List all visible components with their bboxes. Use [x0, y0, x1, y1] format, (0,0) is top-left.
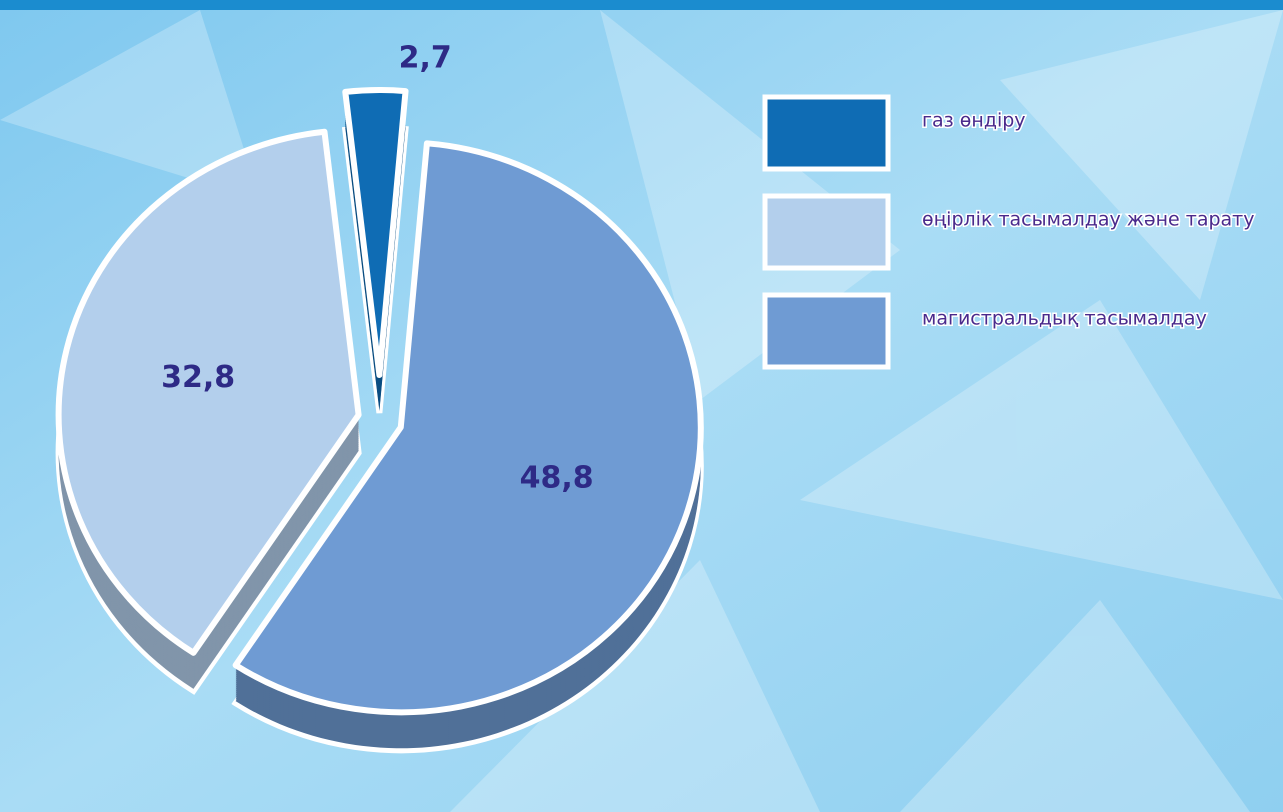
top-bar: [0, 0, 1283, 10]
legend-label: газ өндіру: [922, 110, 1026, 132]
slice: [232, 140, 704, 716]
legend-label: өңірлік тасымалдау және тарату: [922, 209, 1254, 231]
legend-swatch: [762, 292, 891, 370]
slice: [342, 87, 409, 379]
value-label: 32,8: [161, 360, 235, 395]
legend-label: магистральдық тасымалдау: [922, 308, 1207, 330]
slice: [55, 128, 362, 656]
value-label: 2,7: [399, 40, 452, 75]
legend-swatch: [762, 94, 891, 172]
legend-swatch: [762, 193, 891, 271]
value-label: 48,8: [520, 460, 594, 495]
